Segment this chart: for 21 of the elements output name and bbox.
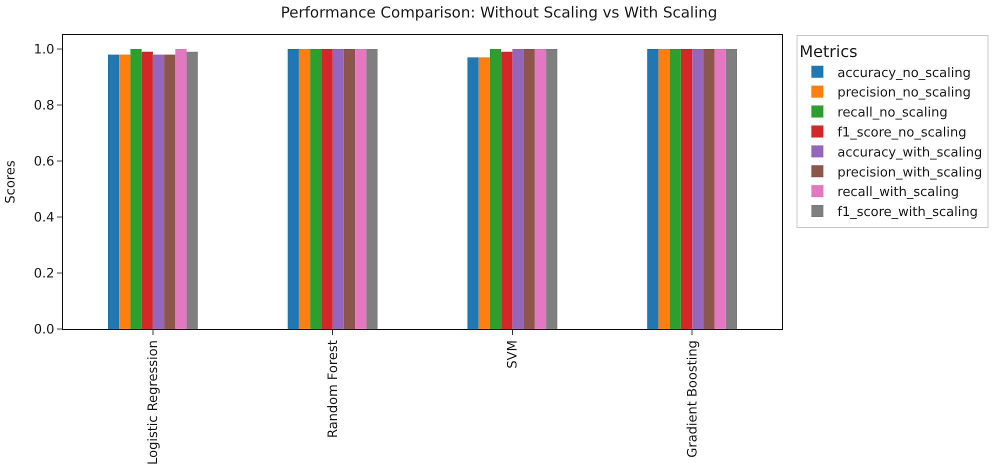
legend-label: accuracy_no_scaling [837, 66, 971, 81]
x-tick-label: Logistic Regression [146, 340, 162, 465]
y-axis-title: Scores [4, 160, 19, 204]
x-tick-label: Gradient Boosting [685, 340, 700, 458]
legend-label: f1_score_no_scaling [837, 126, 966, 141]
y-tick-label: 0.0 [34, 322, 54, 338]
y-tick-label: 0.8 [34, 98, 54, 114]
legend-label: accuracy_with_scaling [837, 145, 982, 160]
y-tick-label: 1.0 [34, 42, 54, 58]
x-tick-label: Random Forest [326, 340, 341, 438]
legend-label: precision_no_scaling [837, 86, 971, 101]
legend-title: Metrics [799, 42, 858, 61]
x-tick-label: SVM [506, 340, 521, 369]
y-tick-label: 0.6 [34, 154, 54, 170]
legend-label: f1_score_with_scaling [837, 205, 978, 220]
y-tick-label: 0.4 [34, 210, 54, 226]
legend-label: precision_with_scaling [837, 165, 982, 180]
legend-label: recall_no_scaling [837, 106, 948, 121]
y-tick-label: 0.2 [34, 266, 54, 282]
chart-title: Performance Comparison: Without Scaling vs With Scaling [280, 4, 718, 22]
legend-label: recall_with_scaling [837, 185, 959, 200]
